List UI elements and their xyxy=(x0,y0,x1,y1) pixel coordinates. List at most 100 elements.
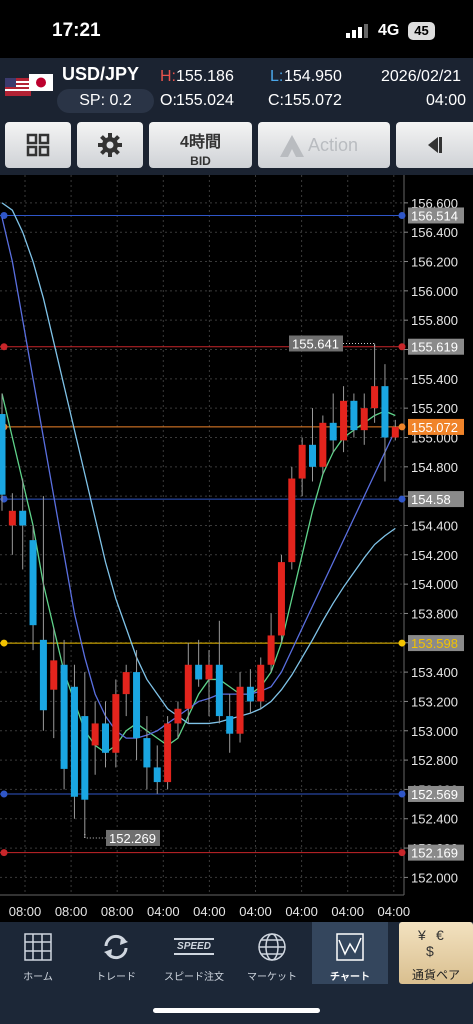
level-label: 156.514 xyxy=(411,208,458,223)
y-tick-label: 154.400 xyxy=(411,518,458,533)
level-label: 154.58 xyxy=(411,492,451,507)
period-button[interactable]: 4時間 BID xyxy=(149,122,252,168)
svg-text:€: € xyxy=(436,927,444,943)
x-tick-label: 04:00 xyxy=(239,904,272,919)
candle-body xyxy=(329,422,337,441)
nav-home[interactable]: ホーム xyxy=(0,922,76,984)
moving-average xyxy=(1,202,396,725)
y-tick-label: 156.600 xyxy=(411,196,458,211)
level-dot xyxy=(398,639,406,647)
level-dot xyxy=(398,423,406,431)
flag-icon xyxy=(5,74,53,96)
candle-body xyxy=(226,716,234,734)
candle-body xyxy=(133,672,141,739)
x-tick-label: 04:00 xyxy=(331,904,364,919)
y-tick-label: 155.400 xyxy=(411,372,458,387)
action: Action xyxy=(308,135,359,155)
candle-body xyxy=(215,664,223,717)
candle-body xyxy=(184,664,192,709)
candle-body xyxy=(8,510,16,526)
marker-box xyxy=(289,335,343,352)
x-tick-label: 04:00 xyxy=(378,904,411,919)
candle-body xyxy=(298,444,306,479)
x-tick-label: 04:00 xyxy=(193,904,226,919)
low-label: L: xyxy=(270,68,284,85)
y-tick-label: 155.800 xyxy=(411,313,458,328)
period: 4時間 xyxy=(180,134,221,151)
candle-body xyxy=(309,444,316,467)
pair-label: 通貨ペア xyxy=(411,968,460,982)
candle-body xyxy=(277,562,285,636)
chart-background xyxy=(0,175,473,922)
candle-body xyxy=(205,664,213,680)
chart-icon xyxy=(336,933,364,961)
settings-button[interactable] xyxy=(77,122,143,168)
pair-button[interactable]: ¥ € $ 通貨ペア xyxy=(399,922,473,984)
gear-icon xyxy=(98,133,122,157)
spread: SP: 0.2 xyxy=(57,89,154,113)
nav-trade[interactable]: トレード xyxy=(78,922,154,984)
candle-body xyxy=(195,664,203,680)
level-dot xyxy=(0,343,8,351)
moving-average xyxy=(1,217,396,739)
candle-body xyxy=(319,422,327,467)
level-dot xyxy=(398,849,406,857)
y-tick-label: 153.000 xyxy=(411,724,458,739)
level-label: 153.598 xyxy=(411,636,458,651)
y-tick-label: 156.200 xyxy=(411,255,458,270)
globe-icon xyxy=(258,933,286,961)
nav-label: ホーム xyxy=(23,972,53,983)
candle-body xyxy=(143,738,151,768)
candle-body xyxy=(19,510,27,526)
level-label: 155.619 xyxy=(411,340,458,355)
nav-market[interactable]: マーケット xyxy=(234,922,310,984)
action-icon xyxy=(280,135,304,157)
close: 155.072 xyxy=(284,92,342,109)
home-icon xyxy=(24,933,52,961)
open-label: O: xyxy=(160,92,177,109)
open: 155.024 xyxy=(176,92,234,109)
nav-speed[interactable]: SPEED スピード注文 xyxy=(156,922,232,984)
x-tick-label: 04:00 xyxy=(147,904,180,919)
y-tick-label: 152.000 xyxy=(411,870,458,885)
y-tick-label: 155.200 xyxy=(411,401,458,416)
candle-body xyxy=(39,639,47,711)
level-label-box xyxy=(408,338,464,355)
low-marker: 152.269 xyxy=(109,831,156,846)
level-dot xyxy=(0,849,8,857)
status-bar: 17:21 4G 45 xyxy=(0,0,473,58)
action-button[interactable]: Action xyxy=(258,122,390,168)
candle-body xyxy=(340,400,348,441)
y-tick-label: 156.000 xyxy=(411,284,458,299)
low: 154.950 xyxy=(284,68,342,85)
nav-chart[interactable]: チャート xyxy=(312,922,388,984)
trade-icon xyxy=(104,934,128,960)
price-type: BID xyxy=(190,154,211,168)
candle-body xyxy=(371,386,379,409)
layout-button[interactable] xyxy=(5,122,71,168)
candle-body xyxy=(81,716,89,800)
level-dot xyxy=(398,495,406,503)
y-tick-label: 153.400 xyxy=(411,665,458,680)
svg-text:$: $ xyxy=(426,943,434,959)
grid-icon xyxy=(26,133,50,157)
currency-icon: ¥ €$ xyxy=(417,927,444,959)
close-label: C: xyxy=(268,92,284,109)
level-label: 152.169 xyxy=(411,846,458,861)
x-tick-label: 08:00 xyxy=(55,904,88,919)
level-label-box xyxy=(408,207,464,224)
candle-body xyxy=(112,694,120,753)
level-label-box xyxy=(408,491,464,508)
candle-body xyxy=(267,635,275,665)
toolbar: 4時間 BID Action xyxy=(0,118,473,175)
level-label-box xyxy=(408,418,464,435)
collapse-button[interactable] xyxy=(396,122,473,168)
level-label-box xyxy=(408,785,464,802)
date: 2026/02/21 xyxy=(381,68,462,85)
candle-body xyxy=(236,686,244,734)
candle-body xyxy=(257,664,265,702)
level-dot xyxy=(398,790,406,798)
candle-body xyxy=(164,723,172,783)
candle-body xyxy=(60,664,68,769)
